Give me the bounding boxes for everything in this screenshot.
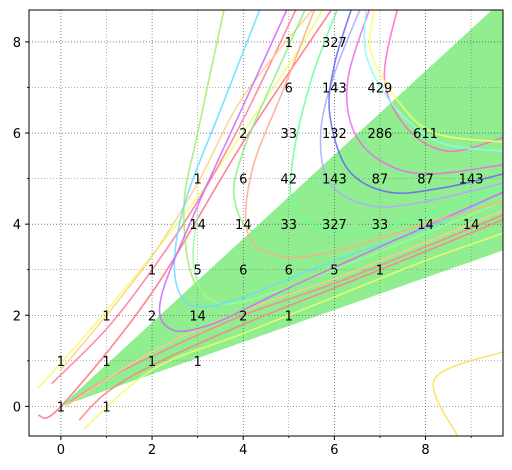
- data-label: 1: [57, 400, 65, 415]
- data-label: 327: [322, 36, 347, 51]
- data-label: 1: [102, 355, 110, 370]
- y-tick-label: 0: [13, 400, 21, 415]
- x-tick-label: 2: [148, 443, 156, 458]
- data-label: 14: [189, 218, 206, 233]
- x-tick-label: 8: [421, 443, 429, 458]
- data-label: 14: [235, 218, 252, 233]
- series-line-2: [37, 10, 324, 389]
- y-tick-label: 6: [13, 127, 21, 142]
- data-label: 2: [239, 309, 247, 324]
- data-label: 1: [376, 264, 384, 279]
- data-label: 1: [193, 173, 201, 188]
- series-line-8: [60, 10, 314, 371]
- data-label: 143: [459, 173, 484, 188]
- data-label: 286: [368, 127, 393, 142]
- data-label: 33: [281, 127, 298, 142]
- data-label: 1: [193, 355, 201, 370]
- data-label: 42: [281, 173, 298, 188]
- plot-frame: [28, 9, 504, 437]
- series-line-14: [232, 10, 503, 237]
- data-label: 6: [285, 264, 293, 279]
- data-label: 14: [189, 309, 206, 324]
- y-tick-label: 2: [13, 309, 21, 324]
- series-line-20: [383, 10, 503, 153]
- filled-region: [60, 10, 503, 407]
- data-label: 6: [239, 264, 247, 279]
- y-tick-label: 4: [13, 218, 21, 233]
- x-tick-label: 0: [57, 443, 65, 458]
- data-label: 2: [148, 309, 156, 324]
- data-label: 87: [417, 173, 434, 188]
- series-line-10: [192, 200, 503, 305]
- data-label: 1: [285, 309, 293, 324]
- data-label: 429: [368, 81, 393, 96]
- series-line-18: [328, 10, 503, 195]
- y-tick-label: 8: [13, 36, 21, 51]
- data-label: 14: [417, 218, 434, 233]
- data-label: 1: [102, 400, 110, 415]
- data-label: 33: [281, 218, 298, 233]
- data-label: 143: [322, 173, 347, 188]
- series-line-13: [158, 10, 503, 333]
- data-label: 132: [322, 127, 347, 142]
- data-label: 327: [322, 218, 347, 233]
- series-line-15: [244, 10, 503, 259]
- data-label: 1: [57, 355, 65, 370]
- series-line-16: [289, 10, 503, 234]
- data-label: 2: [239, 127, 247, 142]
- data-label: 6: [239, 173, 247, 188]
- series-line-6: [65, 209, 503, 408]
- data-label: 611: [413, 127, 438, 142]
- data-label: 5: [330, 264, 338, 279]
- series-line-3: [83, 232, 503, 430]
- data-label: 143: [322, 81, 347, 96]
- x-tick-label: 6: [330, 443, 338, 458]
- series-line-1: [37, 10, 333, 419]
- data-label: 33: [372, 218, 389, 233]
- data-label: 1: [148, 355, 156, 370]
- data-label: 5: [193, 264, 201, 279]
- series-line-17: [319, 10, 503, 208]
- series-line-4: [78, 218, 503, 421]
- series-line-9: [432, 350, 503, 436]
- series-line-22: [363, 10, 503, 152]
- data-label: 14: [463, 218, 480, 233]
- x-tick-label: 4: [239, 443, 247, 458]
- data-label: 1: [285, 36, 293, 51]
- data-label: 6: [285, 81, 293, 96]
- data-label: 1: [102, 309, 110, 324]
- data-label: 1: [148, 264, 156, 279]
- series-line-19: [345, 10, 503, 175]
- data-label: 87: [372, 173, 389, 188]
- series-line-21: [369, 10, 503, 143]
